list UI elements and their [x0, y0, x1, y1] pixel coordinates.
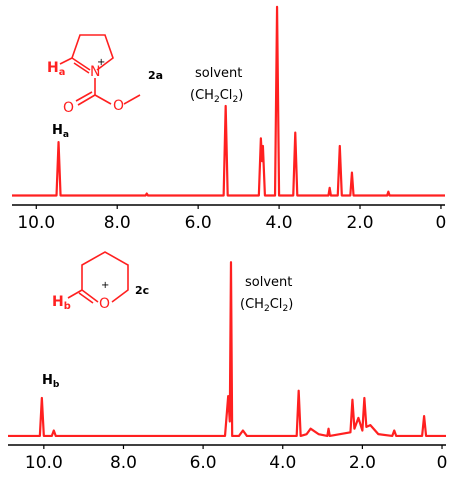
ring-bond: [81, 251, 129, 303]
bond: [67, 289, 83, 299]
annotation: 2a: [148, 69, 163, 82]
spectrum: [12, 5, 445, 197]
x-tick-label: 0: [437, 453, 448, 473]
structure-label: Hb: [52, 294, 71, 312]
annotation: solvent: [195, 66, 242, 81]
x-tick-label: 2.0: [346, 213, 373, 233]
structure-label: Ha: [47, 60, 65, 78]
annotation: solvent: [245, 275, 292, 290]
annotation-part: 2c: [135, 284, 149, 297]
annotation-part: solvent: [195, 66, 242, 81]
structure-label-part: N: [90, 64, 100, 80]
structure-2c: [67, 251, 129, 304]
x-tick-label: 6.0: [185, 213, 212, 233]
annotation-part: ): [288, 297, 293, 312]
bond: [77, 94, 96, 106]
x-tick-label: 6.0: [190, 453, 217, 473]
annotation: 2c: [135, 284, 149, 297]
annotation-part: (CH: [190, 88, 214, 103]
x-tick-label: 0: [436, 213, 447, 233]
structure-label-part: H: [47, 60, 59, 76]
x-tick-label: 10.0: [17, 213, 55, 233]
annotation-part: a: [63, 130, 69, 140]
structure-label: +: [97, 57, 105, 68]
annotation-part: Cl: [270, 297, 283, 312]
double-bond: [73, 62, 90, 74]
structure-label-part: +: [101, 280, 109, 291]
annotation-part: (CH: [240, 297, 264, 312]
annotation-part: H: [42, 373, 53, 388]
annotation: Hb: [42, 373, 60, 390]
structure-label: N: [90, 64, 100, 80]
annotation: (CH2Cl2): [190, 88, 243, 105]
x-tick-label: 8.0: [104, 213, 131, 233]
structure-label-part: b: [64, 301, 71, 312]
structure-label: +: [101, 280, 109, 291]
annotation-part: 2: [232, 95, 238, 105]
structure-label-part: O: [63, 100, 74, 116]
double-bond: [71, 57, 91, 71]
annotation: Ha: [52, 123, 69, 140]
structure-label: O: [63, 100, 74, 116]
double-bond: [78, 292, 94, 304]
annotation-part: H: [52, 123, 63, 138]
structure-label-part: O: [99, 296, 110, 312]
annotation: (CH2Cl2): [240, 297, 293, 314]
annotation-part: b: [53, 380, 60, 390]
structure-2a: [59, 34, 141, 106]
structure-label-part: H: [52, 294, 64, 310]
x-tick-label: 4.0: [269, 453, 296, 473]
spectrum: [8, 261, 446, 438]
annotation-part: 2: [264, 304, 270, 314]
structure-label-part: a: [59, 67, 66, 78]
x-tick-label: 8.0: [110, 453, 137, 473]
bond: [75, 91, 93, 102]
annotation-part: 2: [282, 304, 288, 314]
ring-bond: [71, 34, 114, 71]
x-tick-label: 10.0: [25, 453, 63, 473]
structure-label-part: O: [113, 98, 124, 114]
annotation-part: ): [238, 88, 243, 103]
x-tick-label: 4.0: [266, 213, 293, 233]
structure-label: O: [99, 296, 110, 312]
structure-label: O: [113, 98, 124, 114]
annotation-part: solvent: [245, 275, 292, 290]
annotation-part: 2a: [148, 69, 163, 82]
annotation-part: 2: [214, 95, 220, 105]
bond: [59, 57, 73, 65]
annotation-part: Cl: [220, 88, 233, 103]
structure-label-part: +: [97, 57, 105, 68]
bond: [94, 94, 112, 105]
x-tick-label: 2.0: [349, 453, 376, 473]
bond: [123, 94, 141, 105]
